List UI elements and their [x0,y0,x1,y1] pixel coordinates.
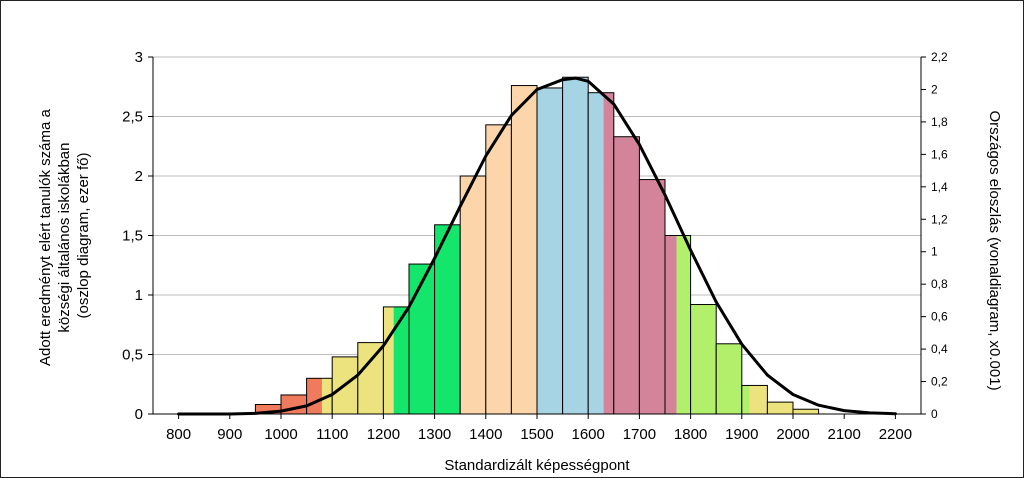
histogram-bar-segment [460,176,486,414]
histogram-bar-segment [793,409,819,414]
right-tick-label: 1 [931,245,938,259]
left-axis-title-line: Adott eredményt elért tanulók száma a [37,109,54,366]
left-axis-title-line: (oszlop diagram, ezer fő) [75,153,92,319]
x-tick-label: 2000 [776,426,809,443]
histogram-bar-segment [716,343,742,414]
histogram-bar-segment [588,92,604,414]
left-axis-title: Adott eredményt elért tanulók száma a kö… [37,105,92,366]
histogram-bar-segment [676,235,691,414]
right-tick-label: 0 [931,407,938,421]
histogram-bar-segment [639,179,665,414]
histogram-bar-segment [613,136,640,415]
left-tick-label: 0 [135,406,143,423]
right-tick-label: 2 [931,82,938,96]
x-tick-label: 1100 [316,426,348,443]
right-tick-label: 1,6 [931,147,948,161]
right-tick-label: 0,6 [931,310,948,324]
right-tick-label: 0,8 [931,277,948,291]
right-axis-title: Országos eloszlás (vonaldiagram, x0.001) [986,110,1003,390]
right-tick-label: 0,2 [931,375,948,389]
distribution-curve-line [177,76,897,416]
left-tick-label: 1,5 [122,228,143,245]
right-tick-label: 1,2 [931,212,948,226]
histogram-bar-segment [306,378,322,414]
left-tick-label: 2 [135,168,143,185]
histogram-bar-segment [393,306,409,414]
histogram-bar-segment [255,404,281,414]
x-tick-label: 1500 [520,426,553,443]
x-tick-label: 900 [217,426,242,443]
x-tick-label: 1400 [469,426,502,443]
x-tick-label: 1200 [367,426,400,443]
histogram-bar-segment [690,304,717,414]
x-axis-title: Standardizált képességpont [444,457,630,474]
left-tick-label: 2,5 [122,109,143,126]
histogram-bar-segment [741,385,750,414]
histogram-bar-segment [749,385,768,414]
histogram-bar-segment [409,264,435,414]
x-tick-label: 1800 [674,426,707,443]
right-tick-label: 2,2 [931,50,948,64]
x-tick-label: 800 [166,426,191,443]
right-tick-label: 1,4 [931,180,948,194]
histogram-bars [254,76,820,415]
right-tick-label: 0,4 [931,342,948,356]
histogram-bar-segment [434,224,461,414]
histogram-bar-segment [383,306,394,414]
x-tick-label: 1700 [623,426,656,443]
histogram-bar-segment [562,77,589,414]
left-tick-label: 3 [135,49,143,66]
x-tick-label: 1300 [418,426,451,443]
histogram-bar-segment [511,85,537,414]
x-tick-label: 1600 [572,426,605,443]
x-tick-label: 2200 [879,426,912,443]
histogram-bar-segment [767,402,793,414]
left-axis-title-line: községi általános iskolákban [56,143,73,333]
x-tick-label: 1900 [725,426,758,443]
axes: 0 0,5 1 1,5 2 2,5 3 800 900 1000 1100 1200 1300 1400 1… [122,49,948,443]
left-tick-label: 1 [135,287,143,304]
histogram-bar-segment [603,92,614,414]
x-tick-label: 2100 [828,426,861,443]
histogram-bar-segment [665,235,677,414]
x-tick-label: 1000 [264,426,297,443]
histogram-bar-segment [537,87,563,414]
left-tick-label: 0,5 [122,347,143,364]
distribution-curve [177,76,897,416]
histogram-bar-segment [485,124,512,414]
right-tick-label: 1,8 [931,115,948,129]
histogram-bar-segment [357,342,384,414]
